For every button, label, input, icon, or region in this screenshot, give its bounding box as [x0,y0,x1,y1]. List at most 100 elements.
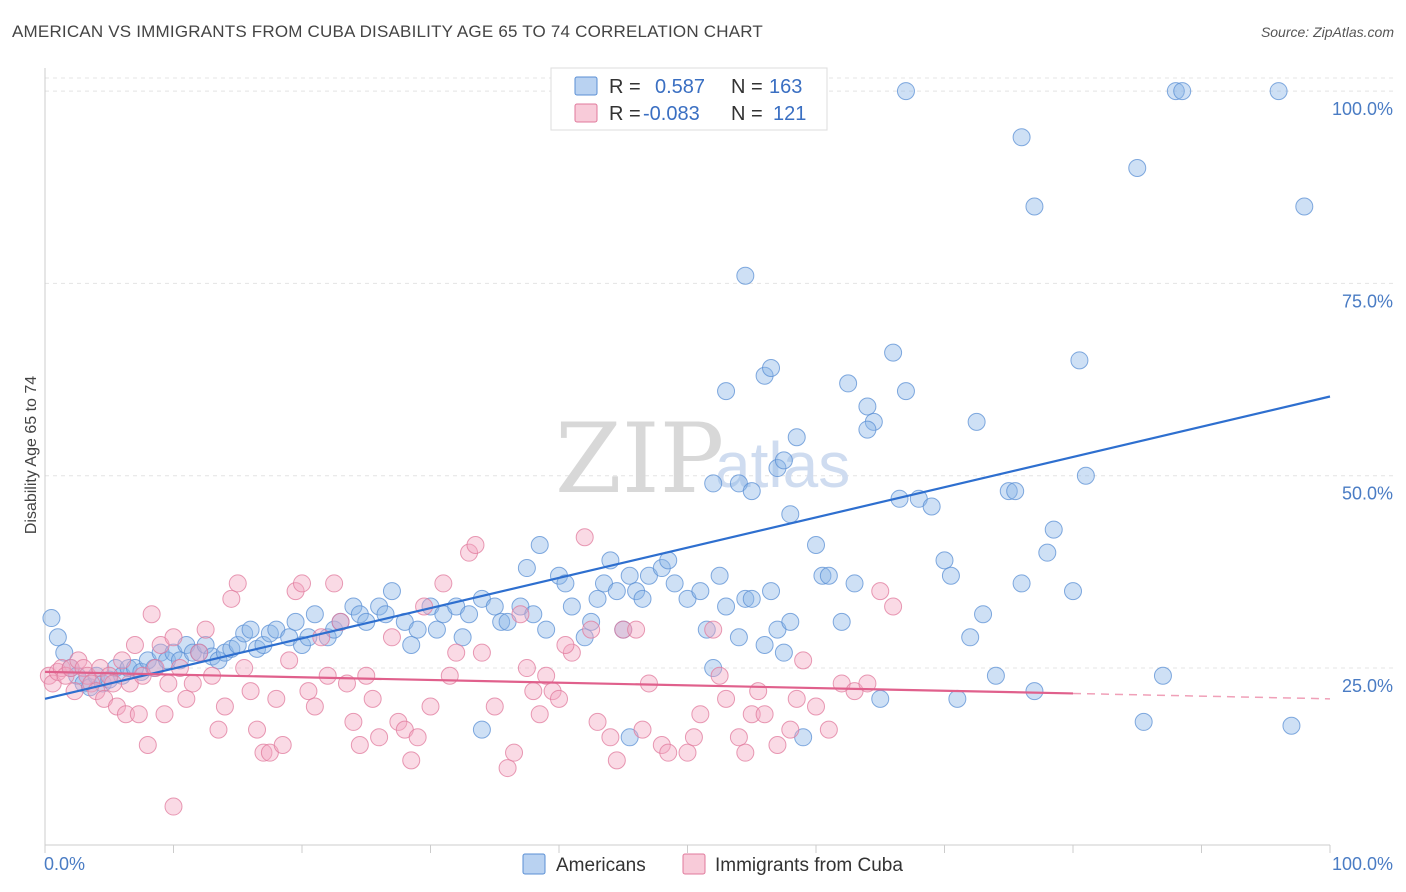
point-americans [736,589,755,608]
point-cuba [402,751,421,770]
point-americans [717,597,736,616]
point-cuba [273,735,292,754]
point-cuba [164,797,183,816]
point-americans [781,505,800,524]
point-americans [453,628,472,647]
point-cuba [530,705,549,724]
point-cuba [871,582,890,601]
point-americans [1269,82,1288,101]
point-cuba [517,659,536,678]
point-cuba [434,574,453,593]
point-cuba [440,666,459,685]
point-americans [1025,682,1044,701]
point-americans [582,612,601,631]
point-americans [633,589,652,608]
point-cuba [691,705,710,724]
point-americans [517,559,536,578]
point-cuba [562,643,581,662]
point-cuba [190,643,209,662]
trend-line-americans [44,395,1331,700]
point-americans [762,582,781,601]
point-americans [787,428,806,447]
point-americans [858,397,877,416]
point-cuba [254,743,273,762]
point-cuba [807,697,825,716]
point-cuba [415,597,434,616]
legend-n-value-cuba: 121 [773,103,806,125]
point-americans [819,566,838,585]
point-americans [55,643,74,662]
point-cuba [116,705,135,724]
point-cuba [370,728,389,747]
bottom-legend-swatch-cuba [682,853,706,875]
point-americans [986,666,1005,685]
point-cuba [280,651,299,670]
point-americans [485,597,504,616]
point-cuba [357,666,376,685]
point-americans [704,659,723,678]
x-tick-label-min: 0.0% [44,854,85,874]
point-americans [196,635,215,654]
point-cuba [228,574,247,593]
point-cuba [781,720,800,739]
point-americans [762,359,781,378]
point-americans [286,612,305,631]
legend-swatch-americans [574,76,598,96]
legend-r-value-americans: 0.587 [655,76,705,98]
legend: R = 0.587 N = 163 R = -0.083 N = 121 [550,67,828,131]
point-americans [1134,712,1153,731]
legend-n-label-americans: N = [731,76,763,98]
y-axis-label: Disability Age 65 to 74 [23,376,40,534]
point-americans [1038,543,1057,562]
point-cuba [511,605,530,624]
point-americans [620,566,639,585]
point-cuba [164,628,183,647]
point-americans [42,609,61,628]
watermark-zip: ZIP [555,403,724,515]
point-cuba [787,689,806,708]
point-americans [524,605,543,624]
point-cuba [235,659,254,678]
point-americans [241,620,260,639]
point-cuba [710,666,729,685]
point-americans [350,605,369,624]
point-cuba [550,689,568,708]
point-americans [1282,716,1301,735]
legend-r-label-americans: R = [609,76,641,98]
point-americans [1006,482,1025,501]
chart-title: AMERICAN VS IMMIGRANTS FROM CUBA DISABIL… [12,22,763,41]
point-americans [742,482,761,501]
point-americans [884,343,903,362]
point-americans [627,582,646,601]
point-americans [344,597,363,616]
point-cuba [485,697,504,716]
point-cuba [537,666,556,685]
point-cuba [736,743,755,762]
point-americans [961,628,980,647]
point-cuba [466,535,485,554]
point-americans [1012,128,1031,147]
point-cuba [684,728,703,747]
legend-n-label-cuba: N = [731,103,763,125]
point-americans [562,597,581,616]
y-tick-label: 25.0% [1342,676,1393,696]
point-cuba [408,728,427,747]
point-cuba [472,643,491,662]
trend-line-cuba [44,670,1074,695]
legend-r-label-cuba: R = [609,103,641,125]
point-americans [974,605,993,624]
point-americans [1044,520,1063,539]
point-americans [1166,82,1185,101]
legend-n-value-americans: 163 [769,76,802,98]
point-americans [774,643,793,662]
point-cuba [659,743,678,762]
point-cuba [155,705,174,724]
point-cuba [884,597,903,616]
point-americans [382,582,401,601]
point-americans [575,628,594,647]
point-americans [1070,351,1089,370]
point-cuba [241,682,260,701]
point-americans [1128,159,1147,178]
point-americans [697,620,716,639]
point-cuba [421,697,440,716]
